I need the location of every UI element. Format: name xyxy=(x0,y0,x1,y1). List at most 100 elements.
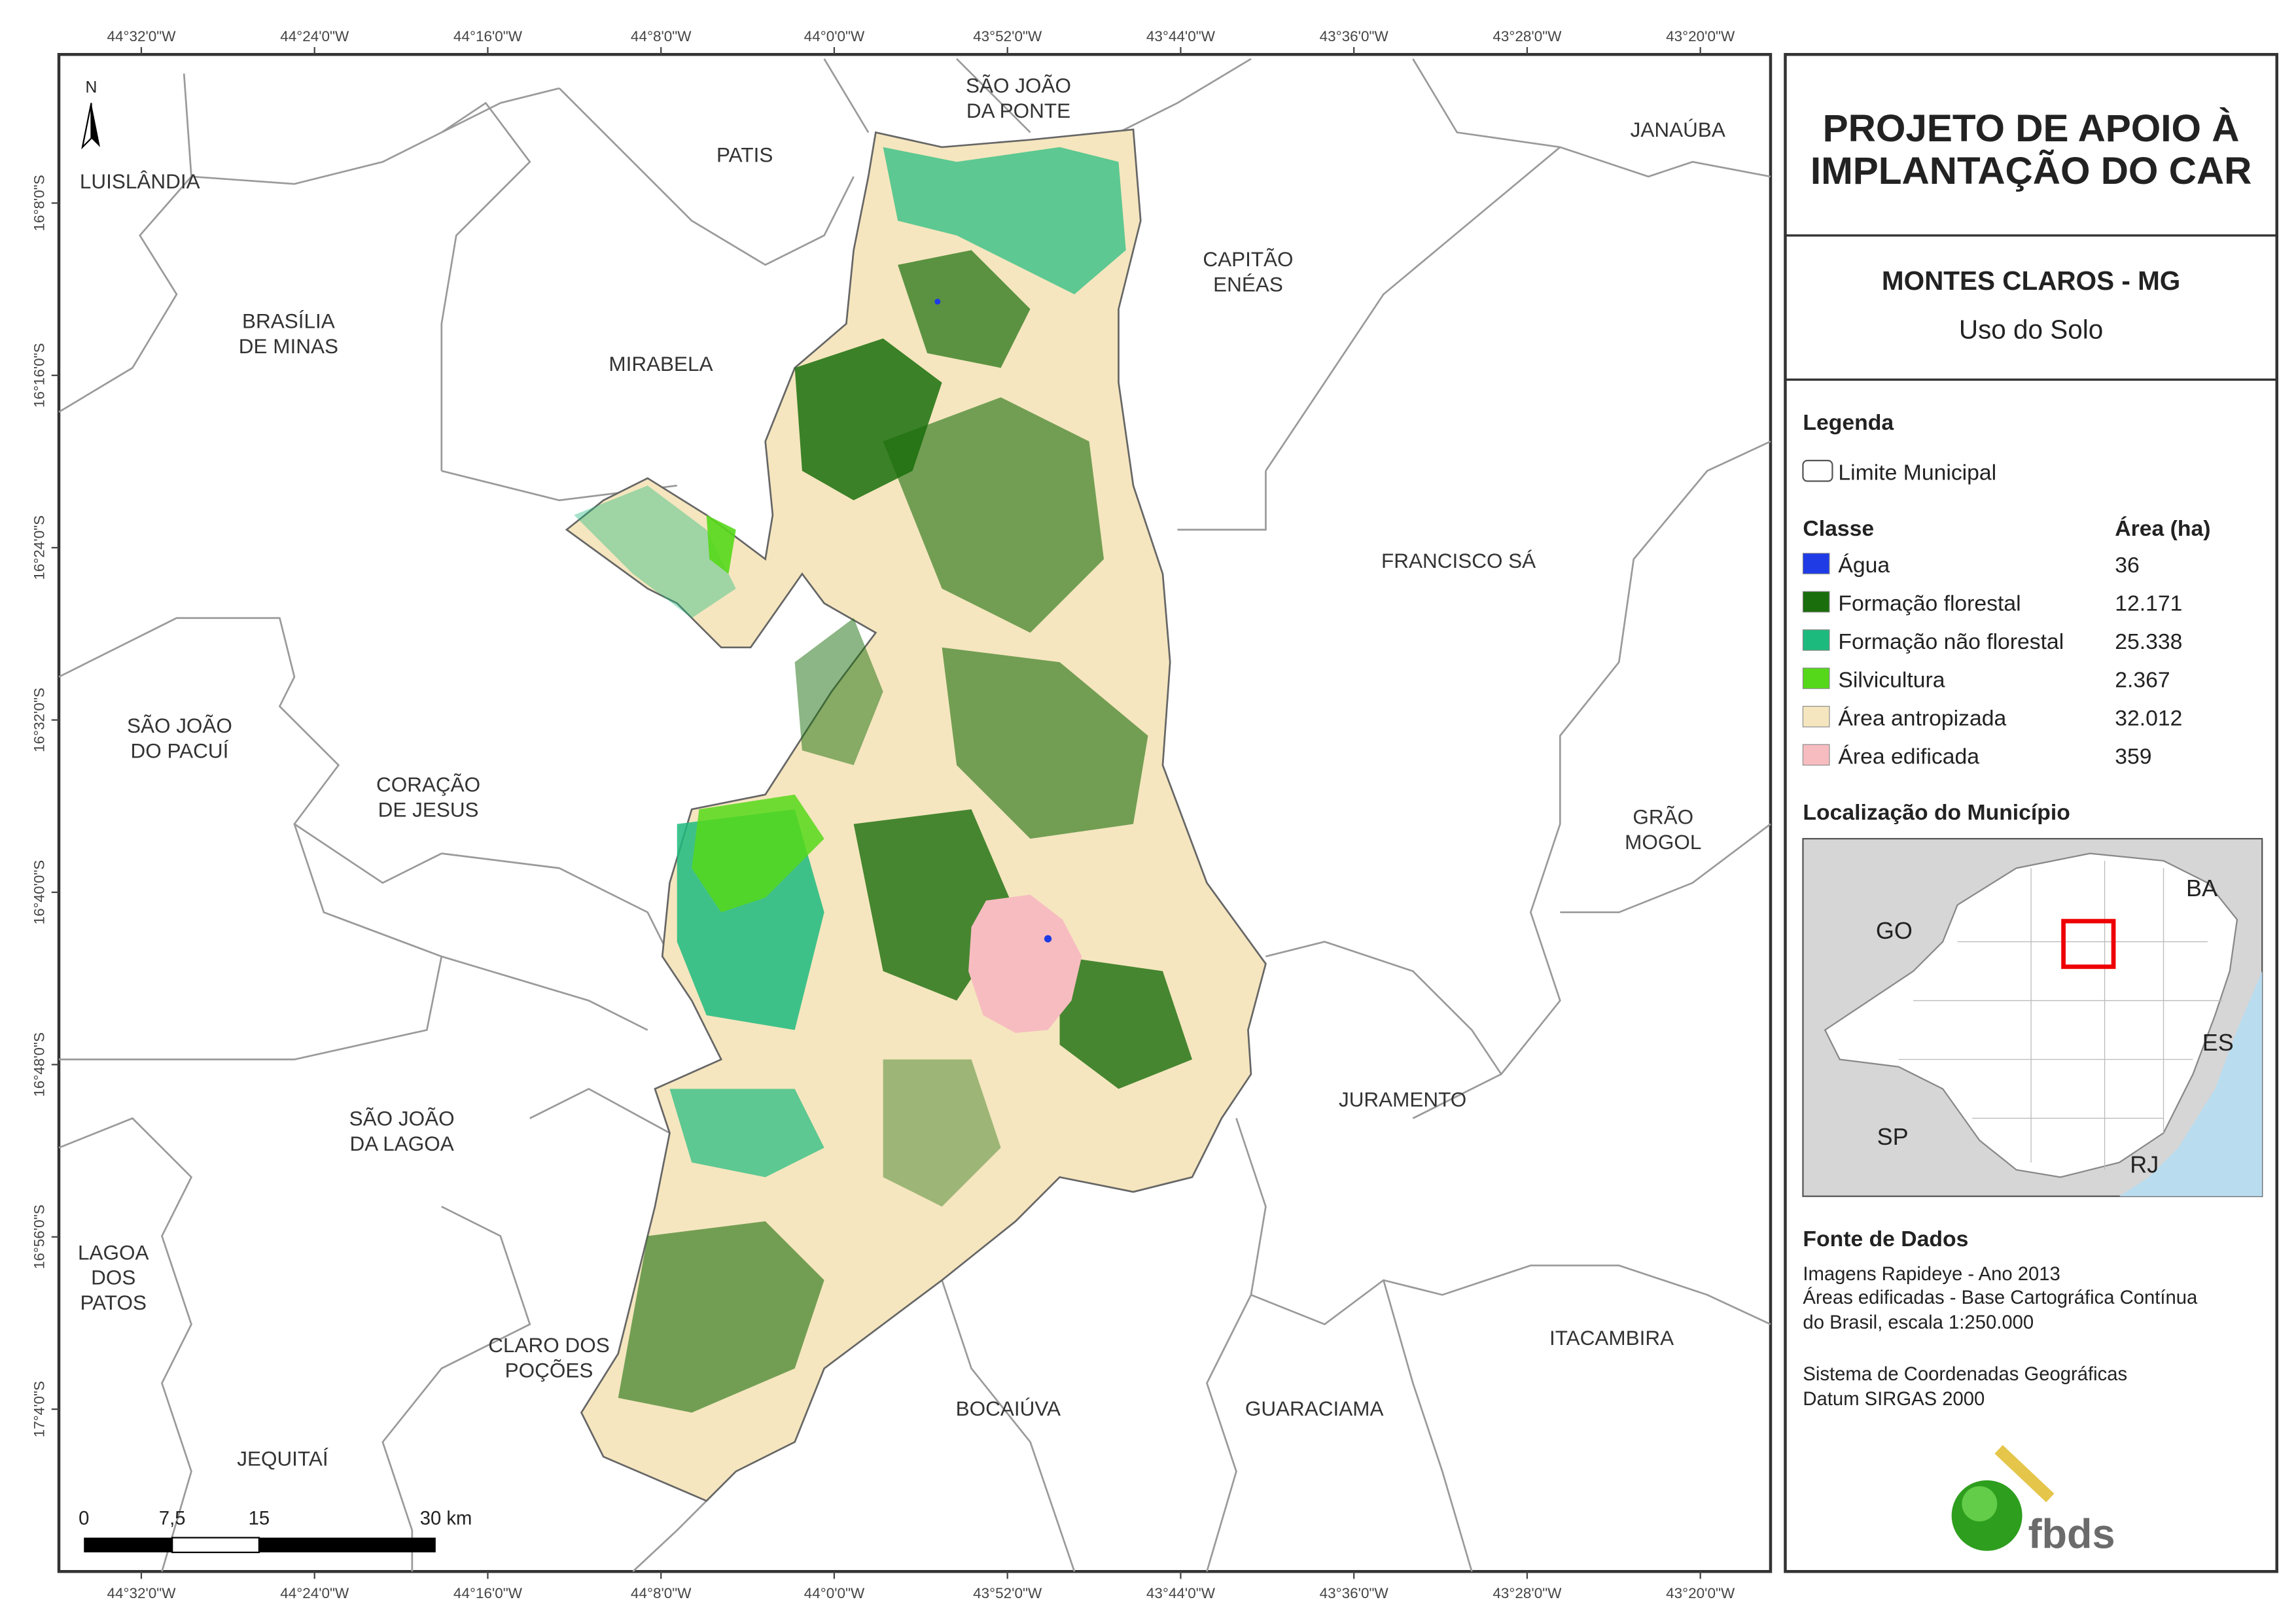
state-label: ES xyxy=(2202,1029,2234,1056)
land-cover-patch xyxy=(942,647,1148,839)
legend-swatch xyxy=(1802,629,1830,651)
longitude-label: 43°28'0"W xyxy=(1492,28,1562,44)
municipality-name: CAPITÃO xyxy=(1203,247,1293,271)
theme: Uso do Solo xyxy=(1959,314,2103,344)
land-cover-patch xyxy=(618,1221,824,1413)
scale-bar xyxy=(84,1537,436,1554)
municipality-name: ENÉAS xyxy=(1213,272,1283,296)
latitude-label: 17°4'0"S xyxy=(31,1381,48,1437)
legend-swatch xyxy=(1802,744,1830,766)
municipality-name: DA PONTE xyxy=(966,99,1070,122)
municipality-name: DO PACUÍ xyxy=(131,739,229,762)
longitude-label: 44°16'0"W xyxy=(453,28,523,44)
municipality-name: LAGOA xyxy=(78,1240,149,1264)
municipality-name: DOS xyxy=(91,1266,135,1289)
longitude-label: 44°8'0"W xyxy=(631,28,692,44)
longitude-label: 43°36'0"W xyxy=(1320,28,1389,44)
municipality-name: GUARACIAMA xyxy=(1245,1397,1384,1420)
municipality-name: DA LAGOA xyxy=(349,1132,453,1155)
source-line: Sistema de Coordenadas Geográficas xyxy=(1803,1364,2127,1385)
municipality-name: SÃO JOÃO xyxy=(966,74,1071,97)
municipality-name: ITACAMBIRA xyxy=(1549,1326,1674,1350)
scale-label: 0 xyxy=(79,1508,89,1529)
scale-label: 30 km xyxy=(420,1508,472,1529)
latitude-label: 16°8'0"S xyxy=(31,175,48,231)
north-arrow: N xyxy=(81,79,100,150)
title: PROJETO DE APOIO À xyxy=(1823,107,2240,150)
urban-area xyxy=(968,894,1082,1034)
legend-label: Área antropizada xyxy=(1838,706,2006,731)
legend-area: 2.367 xyxy=(2115,667,2170,692)
land-cover-patch xyxy=(898,250,1031,368)
municipality-name: FRANCISCO SÁ xyxy=(1381,549,1536,572)
north-label: N xyxy=(86,79,97,97)
legend-rows: Água 36 Formação florestal 12.171 Formação n… xyxy=(1802,553,2182,769)
longitude-label: 44°32'0"W xyxy=(107,1585,176,1601)
boundary-swatch xyxy=(1802,459,1833,482)
land-cover-patch xyxy=(574,485,736,618)
latitude-label: 16°48'0"S xyxy=(31,1032,48,1097)
municipality-name: DE JESUS xyxy=(378,797,479,821)
location-inset xyxy=(1802,837,2263,1197)
logo: fbds xyxy=(1951,1445,2115,1557)
legend-area: 32.012 xyxy=(2115,706,2182,731)
longitude-label: 44°24'0"W xyxy=(280,1585,349,1601)
latitude-label: 16°24'0"S xyxy=(31,515,48,580)
land-cover-patch xyxy=(669,1089,824,1178)
land-cover-patch xyxy=(692,794,824,913)
longitude-label: 43°44'0"W xyxy=(1146,28,1216,44)
legend-area: 12.171 xyxy=(2115,591,2182,616)
municipality-name: BOCAIÚVA xyxy=(956,1397,1061,1420)
land-cover-patch xyxy=(794,618,883,765)
municipality-name: PATIS xyxy=(716,143,773,166)
logo-text: fbds xyxy=(2028,1511,2115,1557)
municipality-name: BRASÍLIA xyxy=(242,309,335,333)
land-cover-patch xyxy=(706,515,736,574)
montes-claros xyxy=(565,128,1267,1502)
legend-swatch xyxy=(1802,706,1830,727)
water-body xyxy=(1044,935,1052,943)
municipality-name: LUISLÂNDIA xyxy=(80,169,200,193)
legend-swatch xyxy=(1802,667,1830,689)
municipality-name: SÃO JOÃO xyxy=(349,1107,455,1130)
longitude-label: 43°52'0"W xyxy=(973,1585,1042,1601)
municipality-name: POÇÕES xyxy=(505,1358,593,1382)
latitude-label: 16°16'0"S xyxy=(31,343,48,408)
municipality-name: GRÃO xyxy=(1633,805,1693,829)
scale-label: 15 xyxy=(249,1508,270,1529)
longitude-label: 44°0'0"W xyxy=(804,28,865,44)
longitude-label: 44°8'0"W xyxy=(631,1585,692,1601)
longitude-label: 44°16'0"W xyxy=(453,1585,523,1601)
longitude-label: 43°44'0"W xyxy=(1146,1585,1216,1601)
state-label: BA xyxy=(2186,875,2217,901)
longitude-label: 44°0'0"W xyxy=(804,1585,865,1601)
panel xyxy=(1784,52,2278,1573)
longitude-label: 44°24'0"W xyxy=(280,28,349,44)
land-cover-patch xyxy=(1059,956,1192,1089)
municipality-name: DE MINAS xyxy=(239,334,338,358)
legend-label: Formação não florestal xyxy=(1838,629,2064,654)
longitude-label: 43°28'0"W xyxy=(1492,1585,1562,1601)
legend-title: Legenda xyxy=(1803,410,1894,435)
title: IMPLANTAÇÃO DO CAR xyxy=(1810,149,2252,192)
municipality-name: JANAÚBA xyxy=(1631,118,1725,141)
state-label: RJ xyxy=(2130,1151,2159,1178)
municipality-name: CLARO DOS xyxy=(488,1333,609,1357)
land-cover-patch xyxy=(883,397,1104,633)
boundary-label: Limite Municipal xyxy=(1838,460,1996,485)
longitude-label: 43°20'0"W xyxy=(1666,1585,1735,1601)
legend-label: Silvicultura xyxy=(1838,667,1945,692)
sources-title: Fonte de Dados xyxy=(1803,1227,1968,1251)
inset-labels: BA GO ES SP RJ xyxy=(1876,875,2234,1178)
longitude-label: 43°20'0"W xyxy=(1666,28,1735,44)
state-label: SP xyxy=(1877,1123,1909,1150)
municipality-name: SÃO JOÃO xyxy=(127,714,232,737)
legend-area: 359 xyxy=(2115,744,2151,769)
municipality-name: PATOS xyxy=(80,1291,146,1314)
latitude-label: 16°40'0"S xyxy=(31,860,48,925)
scale-label: 7,5 xyxy=(159,1508,186,1529)
municipality-name: MIRABELA xyxy=(609,352,713,375)
source-line: do Brasil, escala 1:250.000 xyxy=(1803,1312,2034,1333)
